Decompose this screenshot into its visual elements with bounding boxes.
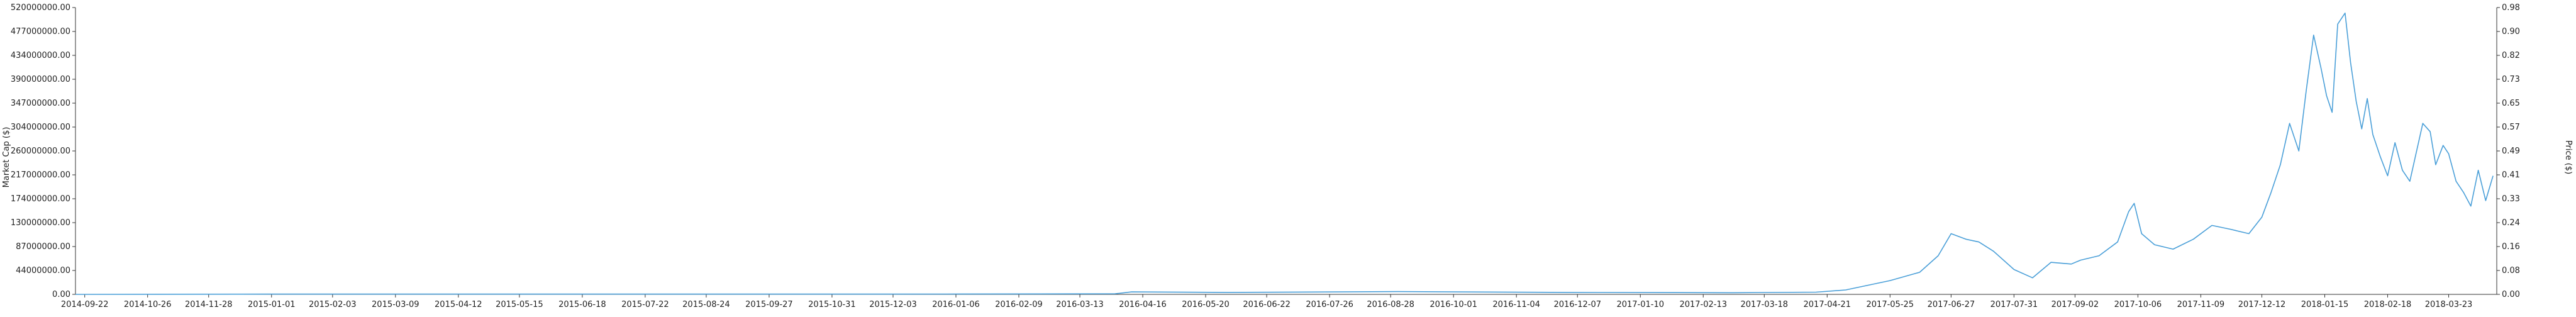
series-line: [75, 12, 2494, 295]
x-tick-label: 2017-09-02: [2051, 300, 2099, 309]
x-tick-label: 2015-08-24: [682, 300, 730, 309]
y2-tick-label: 0.90: [2502, 27, 2520, 36]
y-axis-title: Market Cap ($): [2, 127, 11, 188]
x-tick-label: 2016-11-04: [1492, 300, 1540, 309]
x-tick-label: 2015-09-27: [745, 300, 793, 309]
x-tick-label: 2017-01-10: [1616, 300, 1664, 309]
x-tick-label: 2017-07-31: [1990, 300, 2038, 309]
x-tick-label: 2014-09-22: [61, 300, 109, 309]
x-tick-label: 2017-06-27: [1928, 300, 1975, 309]
x-tick-label: 2016-02-09: [995, 300, 1043, 309]
x-tick-label: 2015-07-22: [621, 300, 669, 309]
y-tick-label: 0.00: [52, 290, 70, 299]
x-tick-label: 2015-10-31: [808, 300, 856, 309]
y2-tick-label: 0.65: [2502, 99, 2520, 108]
y-tick-label: 174000000.00: [11, 194, 70, 204]
x-tick-label: 2015-06-18: [558, 300, 606, 309]
x-tick-label: 2017-05-25: [1867, 300, 1914, 309]
series: [75, 12, 2494, 295]
y-tick-label: 44000000.00: [16, 266, 70, 275]
y2-tick-label: 0.73: [2502, 75, 2520, 84]
x-tick-label: 2016-06-22: [1243, 300, 1291, 309]
x-tick-label: 2015-04-12: [435, 300, 482, 309]
y-tick-label: 304000000.00: [11, 123, 70, 132]
x-tick-label: 2017-04-21: [1804, 300, 1852, 309]
x-tick-label: 2015-01-01: [248, 300, 296, 309]
y2-tick-label: 0.33: [2502, 194, 2520, 204]
y-tick-label: 347000000.00: [11, 99, 70, 108]
x-tick-label: 2016-01-06: [932, 300, 980, 309]
y2-axis-title: Price ($): [2563, 140, 2573, 174]
y2-tick-label: 0.08: [2502, 266, 2520, 275]
x-tick-label: 2016-05-20: [1182, 300, 1230, 309]
x-tick-label: 2014-11-28: [185, 300, 233, 309]
y-tick-label: 520000000.00: [11, 3, 70, 13]
x-tick-label: 2017-12-12: [2238, 300, 2286, 309]
y2-tick-label: 0.41: [2502, 170, 2520, 180]
x-tick-label: 2016-04-16: [1119, 300, 1167, 309]
y-tick-label: 477000000.00: [11, 27, 70, 36]
y2-tick-label: 0.00: [2502, 290, 2520, 299]
x-tick-label: 2016-12-07: [1553, 300, 1601, 309]
x-tick-label: 2016-07-26: [1306, 300, 1353, 309]
x-tick-label: 2014-10-26: [124, 300, 172, 309]
x-axis-ticks: 2014-09-22 2014-10-26 2014-11-28 2015-01-01…: [61, 294, 2472, 309]
y2-axis-ticks: 0.00 0.08 0.16 0.24 0.33 0.41 0.49 0.57 0.65 0.73…: [2497, 3, 2520, 299]
x-tick-label: 2016-03-13: [1056, 300, 1104, 309]
x-tick-label: 2016-08-28: [1367, 300, 1414, 309]
axes: [75, 8, 2497, 295]
x-tick-label: 2018-03-23: [2425, 300, 2473, 309]
x-tick-label: 2015-02-03: [309, 300, 357, 309]
x-tick-label: 2017-10-06: [2114, 300, 2162, 309]
y-tick-label: 390000000.00: [11, 75, 70, 84]
y-tick-label: 130000000.00: [11, 218, 70, 228]
y2-tick-label: 0.57: [2502, 123, 2520, 132]
y2-tick-label: 0.98: [2502, 3, 2520, 13]
y-tick-label: 217000000.00: [11, 170, 70, 180]
y-tick-label: 260000000.00: [11, 147, 70, 156]
y2-tick-label: 0.82: [2502, 51, 2520, 60]
y2-tick-label: 0.24: [2502, 218, 2520, 228]
x-tick-label: 2016-10-01: [1430, 300, 1477, 309]
x-tick-label: 2018-02-18: [2364, 300, 2412, 309]
x-tick-label: 2015-03-09: [372, 300, 419, 309]
x-tick-label: 2017-11-09: [2177, 300, 2225, 309]
y2-tick-label: 0.16: [2502, 242, 2520, 252]
x-tick-label: 2015-05-15: [496, 300, 543, 309]
y-tick-label: 434000000.00: [11, 51, 70, 60]
x-tick-label: 2017-02-13: [1679, 300, 1727, 309]
x-tick-label: 2015-12-03: [869, 300, 917, 309]
y-axis-ticks: 0.00 44000000.00 87000000.00 130000000.00 17…: [11, 3, 75, 299]
y-tick-label: 87000000.00: [16, 242, 70, 252]
x-tick-label: 2018-01-15: [2301, 300, 2349, 309]
x-tick-label: 2017-03-18: [1741, 300, 1789, 309]
y2-tick-label: 0.49: [2502, 147, 2520, 156]
